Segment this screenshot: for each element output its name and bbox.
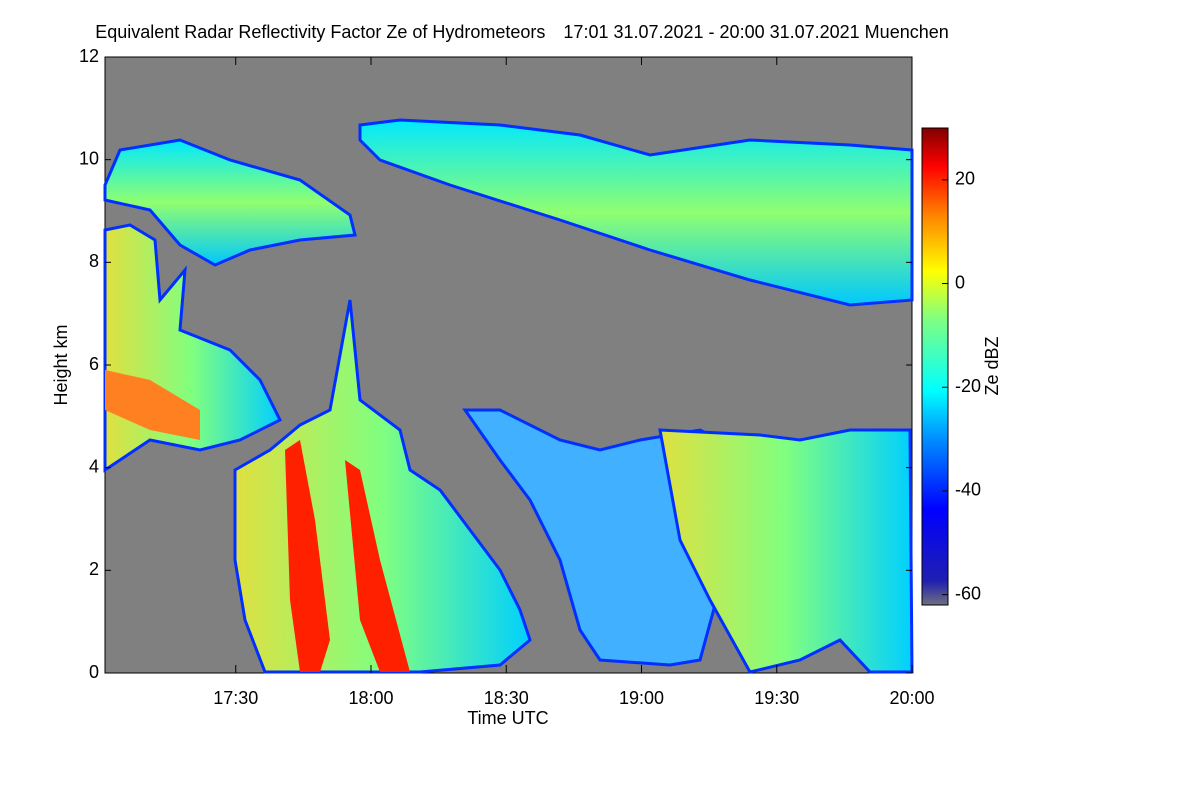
echo-region xyxy=(345,460,410,672)
colorbar-label: Ze dBZ xyxy=(982,336,1002,395)
x-tick-label: 18:30 xyxy=(484,688,529,708)
y-tick-label: 12 xyxy=(79,46,99,66)
y-tick-label: 4 xyxy=(89,456,99,476)
echo-region xyxy=(105,370,200,440)
x-tick-label: 19:30 xyxy=(754,688,799,708)
y-tick-label: 6 xyxy=(89,354,99,374)
chart-title: Equivalent Radar Reflectivity Factor Ze … xyxy=(95,22,949,42)
colorbar-tick-label: -60 xyxy=(955,583,981,603)
echo-region xyxy=(285,440,330,672)
y-tick-label: 8 xyxy=(89,251,99,271)
echoes xyxy=(103,118,914,674)
x-tick-label: 19:00 xyxy=(619,688,664,708)
x-axis-label: Time UTC xyxy=(467,708,548,728)
echo-region xyxy=(103,138,357,267)
colorbar xyxy=(921,127,949,606)
x-tick-label: 18:00 xyxy=(348,688,393,708)
y-tick-label: 0 xyxy=(89,662,99,682)
colorbar-tick-label: 0 xyxy=(955,272,965,292)
colorbar-tick-label: 20 xyxy=(955,169,975,189)
y-tick-label: 2 xyxy=(89,559,99,579)
x-tick-label: 20:00 xyxy=(889,688,934,708)
x-tick-label: 17:30 xyxy=(213,688,258,708)
y-axis-label: Height km xyxy=(51,324,71,405)
colorbar-tick-label: -40 xyxy=(955,480,981,500)
colorbar-tick-label: -20 xyxy=(955,376,981,396)
y-tick-label: 10 xyxy=(79,148,99,168)
echo-region xyxy=(658,428,914,674)
echo-region xyxy=(358,118,914,307)
